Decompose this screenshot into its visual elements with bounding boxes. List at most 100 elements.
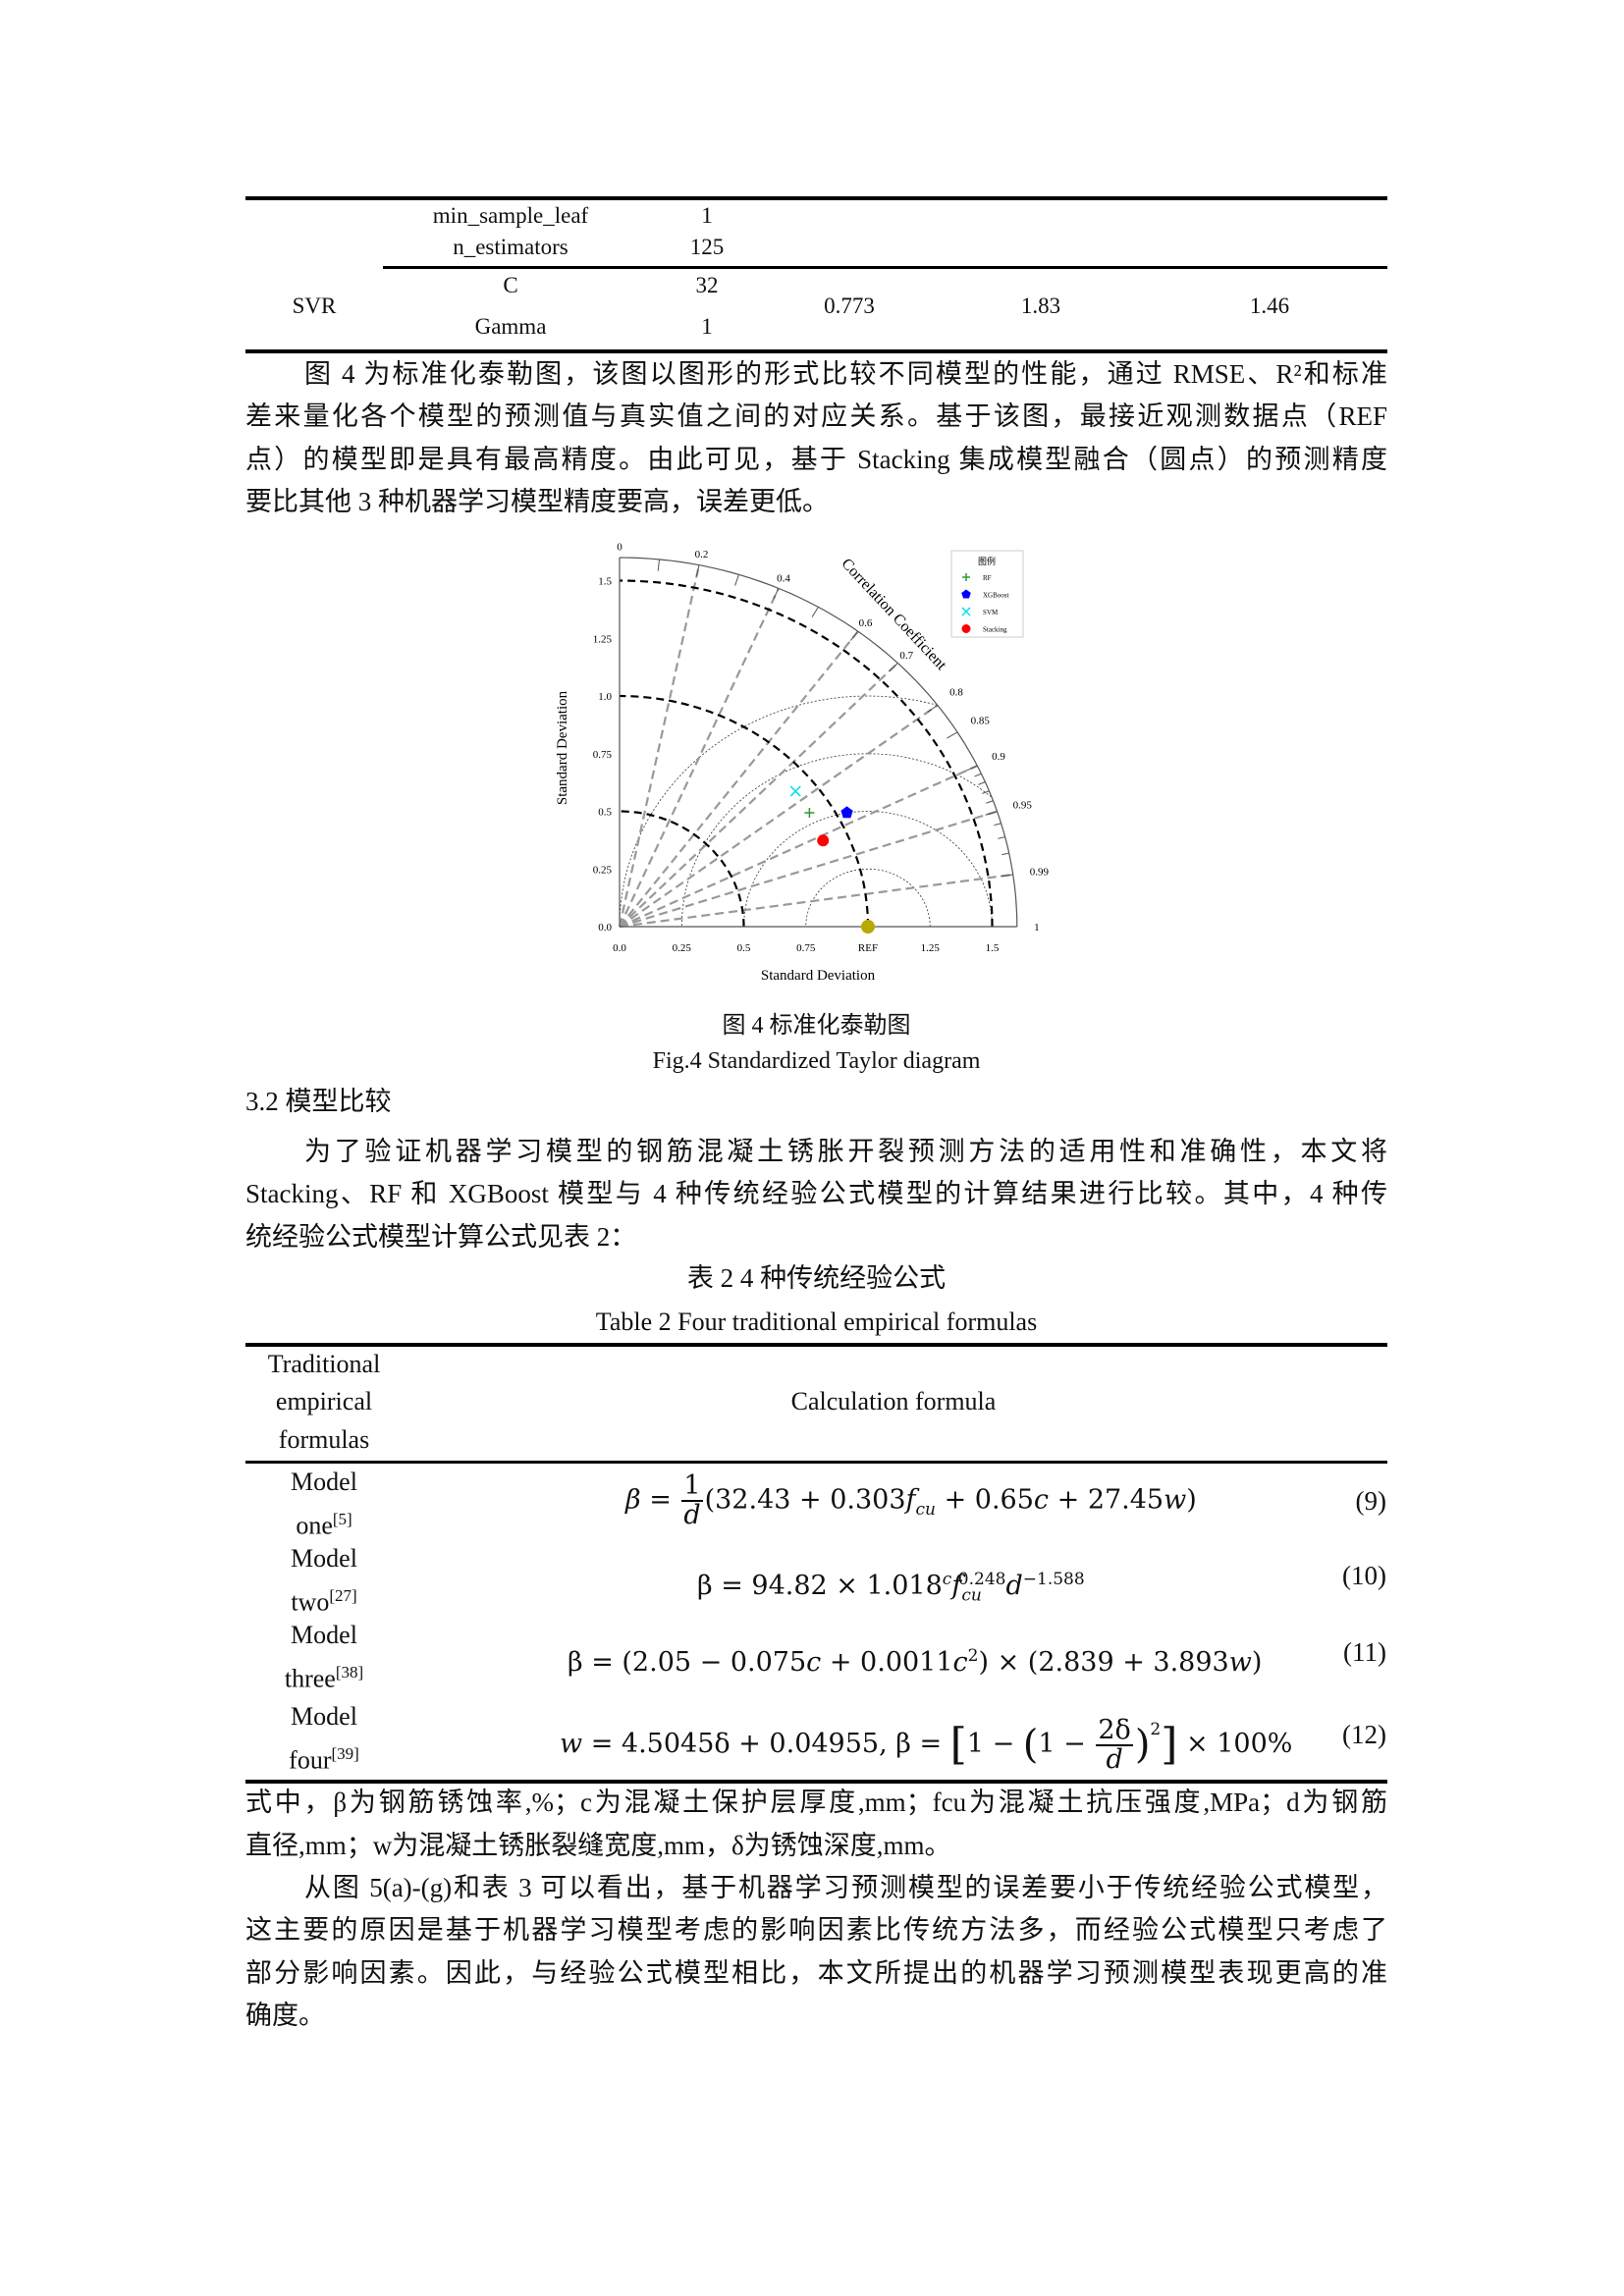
equation-number: (11) bbox=[1343, 1637, 1386, 1667]
rms-arc bbox=[743, 811, 993, 927]
model-name: four bbox=[289, 1745, 332, 1775]
correlation-ray bbox=[618, 564, 701, 928]
paragraph-line: 为了验证机器学习模型的钢筋混凝土锈胀开裂预测方法的适用性和准确性，本文将 bbox=[304, 1137, 1387, 1166]
table1-value: 1 bbox=[701, 203, 713, 228]
correlation-tick-label: 1 bbox=[1034, 922, 1040, 934]
citation: [27] bbox=[329, 1586, 357, 1605]
outer-arc bbox=[619, 557, 1018, 928]
table-caption-cn: 表 2 4 种传统经验公式 bbox=[686, 1263, 947, 1293]
correlation-tick bbox=[998, 836, 1005, 839]
paragraph-line: 这主要的原因是基于机器学习模型考虑的影响因素比传统方法多，而经验公式模型只考虑了 bbox=[245, 1915, 1387, 1945]
paragraph-line: 确度。 bbox=[245, 2001, 325, 2030]
correlation-tick bbox=[849, 630, 859, 641]
correlation-tick bbox=[982, 790, 990, 794]
x-tick-label: 1.5 bbox=[986, 942, 1000, 954]
citation: [39] bbox=[331, 1744, 359, 1763]
legend-title: 图例 bbox=[978, 556, 996, 566]
model-word: Model bbox=[291, 1621, 357, 1649]
model-name: one bbox=[296, 1511, 333, 1540]
correlation-tick-label: 0.8 bbox=[949, 686, 963, 698]
notes-line: 直径,mm；w为混凝土锈胀裂缝宽度,mm，δ为锈蚀深度,mm。 bbox=[245, 1831, 951, 1860]
table2-top-rule bbox=[245, 1343, 1387, 1347]
correlation-tick-label: 0.2 bbox=[695, 549, 709, 561]
header-col1: empirical bbox=[275, 1387, 373, 1415]
correlation-tick-label: 0.85 bbox=[971, 716, 991, 727]
paragraph-line: 差来量化各个模型的预测值与真实值之间的对应关系。基于该图，最接近观测数据点（RE… bbox=[245, 401, 1387, 431]
correlation-ray bbox=[619, 704, 939, 928]
std-arc bbox=[619, 579, 994, 928]
legend-marker-rf bbox=[962, 573, 970, 581]
correlation-tick bbox=[773, 588, 780, 600]
correlation-tick bbox=[927, 704, 939, 713]
paragraph-line: 点）的模型即是具有最高精度。由此可见，基于 Stacking 集成模型融合（圆点… bbox=[245, 445, 1387, 474]
header-col2: Calculation formula bbox=[790, 1387, 997, 1415]
figure-caption-en: Fig.4 Standardized Taylor diagram bbox=[652, 1048, 981, 1074]
correlation-ray bbox=[619, 662, 899, 928]
model-label: Model three[38] bbox=[250, 1617, 398, 1698]
y-tick-label: 0.25 bbox=[593, 864, 613, 876]
correlation-tick-label: 0.7 bbox=[899, 650, 913, 662]
paragraph-line: 图 4 为标准化泰勒图，该图以图形的形式比较不同模型的性能，通过 RMSE、R²… bbox=[304, 359, 1387, 389]
model-word: Model bbox=[291, 1544, 357, 1573]
taylor-diagram: 0 0.2 0.4 0.6 0.7 0.8 0.85 0.9 0.95 0.99 1 0.0 0.25 0… bbox=[555, 541, 1050, 984]
y-tick-label: 1.25 bbox=[593, 633, 613, 645]
notes-line: 式中，β为钢筋锈蚀率,%；c为混凝土保护层厚度,mm；fcu为混凝土抗压强度,M… bbox=[245, 1788, 1387, 1817]
correlation-tick bbox=[1001, 852, 1009, 856]
equation-number: (12) bbox=[1342, 1720, 1386, 1749]
y-tick-label: 0.0 bbox=[598, 922, 612, 934]
legend-marker-stacking bbox=[961, 624, 971, 633]
legend-label: Stacking bbox=[983, 626, 1007, 634]
x-tick-label: REF bbox=[858, 942, 878, 954]
correlation-tick bbox=[965, 765, 978, 772]
correlation-tick bbox=[978, 781, 986, 785]
svr-model: SVR bbox=[292, 294, 337, 318]
correlation-ray bbox=[619, 873, 1013, 929]
correlation-tick bbox=[734, 574, 739, 586]
table1-value: 125 bbox=[689, 235, 725, 259]
y-tick-label: 1.0 bbox=[598, 691, 612, 703]
y-axis-label: Standard Deviation bbox=[555, 690, 570, 805]
legend-label: RF bbox=[983, 574, 992, 582]
y-tick-label: 1.5 bbox=[598, 576, 612, 588]
correlation-tick bbox=[811, 607, 819, 617]
correlation-tick-label: 0 bbox=[617, 541, 623, 553]
svr-rmse: 1.83 bbox=[1020, 294, 1061, 318]
correlation-tick-label: 0.99 bbox=[1030, 867, 1050, 879]
correlation-tick bbox=[994, 823, 1001, 827]
paragraph-line: Stacking、RF 和 XGBoost 模型与 4 种传统经验公式模型的计算… bbox=[245, 1179, 1387, 1208]
formula-10: β = 94.82 × 1.018cfcu0.248d−1.588 bbox=[697, 1570, 1085, 1606]
svr-value-gamma: 1 bbox=[701, 314, 713, 339]
model-name: three bbox=[284, 1664, 336, 1693]
model-word: Model bbox=[291, 1702, 357, 1731]
paragraph-line: 统经验公式模型计算公式见表 2： bbox=[245, 1222, 637, 1252]
correlation-tick bbox=[985, 811, 998, 816]
x-tick-label: 0.25 bbox=[673, 942, 692, 954]
legend: 图例 RF XGBoost SVM Stacking bbox=[950, 550, 1024, 638]
table2-header-rule bbox=[245, 1461, 1387, 1464]
header-col1: formulas bbox=[278, 1425, 370, 1454]
correlation-tick bbox=[889, 663, 898, 672]
model-name: two bbox=[291, 1587, 330, 1617]
citation: [38] bbox=[335, 1663, 364, 1682]
legend-label: XGBoost bbox=[983, 592, 1009, 600]
citation: [5] bbox=[332, 1510, 352, 1528]
legend-marker-svm bbox=[961, 607, 971, 616]
paragraph-line: 要比其他 3 种机器学习模型精度要高，误差更低。 bbox=[245, 487, 829, 516]
model-label: Model four[39] bbox=[250, 1698, 398, 1780]
std-arc bbox=[620, 810, 745, 927]
header-col1: Traditional bbox=[267, 1350, 381, 1378]
point-xgboost bbox=[840, 806, 853, 819]
svr-param-c: C bbox=[503, 273, 518, 297]
model-label: Model two[27] bbox=[250, 1540, 398, 1622]
table1-bottom-rule bbox=[245, 349, 1387, 353]
correlation-tick bbox=[947, 731, 958, 739]
correlation-tick bbox=[1001, 874, 1013, 878]
angular-axis-label: Correlation Coefficient bbox=[838, 556, 949, 674]
equation-number: (9) bbox=[1355, 1486, 1386, 1516]
formula-11: β = (2.05 − 0.075c + 0.0011c2) × (2.839 … bbox=[568, 1646, 1263, 1678]
table1-param: n_estimators bbox=[453, 235, 568, 259]
y-tick-label: 0.75 bbox=[593, 749, 613, 761]
y-tick-label: 0.5 bbox=[598, 807, 612, 819]
model-word: Model bbox=[291, 1468, 357, 1496]
x-tick-label: 0.5 bbox=[737, 942, 751, 954]
